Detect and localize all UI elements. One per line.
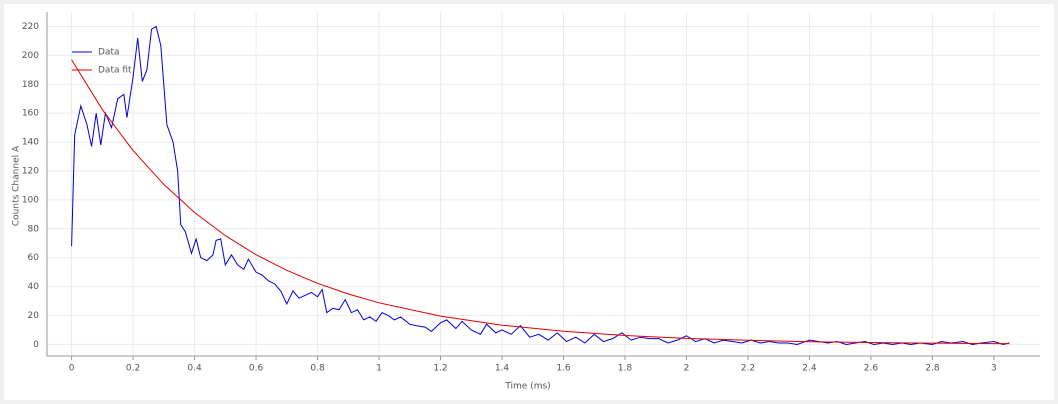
y-tick-label: 80	[28, 224, 40, 234]
legend-label: Data	[98, 48, 120, 58]
x-tick-label: 1.2	[433, 364, 447, 374]
x-tick-label: 3	[991, 364, 997, 374]
y-tick-label: 140	[22, 138, 39, 148]
x-tick-label: 2.2	[741, 364, 755, 374]
x-tick-label: 1.8	[618, 364, 633, 374]
x-tick-label: 0.4	[187, 364, 202, 374]
x-tick-label: 2.8	[925, 364, 940, 374]
y-tick-label: 220	[22, 22, 39, 32]
x-tick-label: 0.8	[310, 364, 325, 374]
x-tick-label: 1.4	[495, 364, 510, 374]
y-tick-label: 200	[22, 51, 39, 61]
y-tick-label: 20	[28, 311, 40, 321]
data-line	[71, 59, 1010, 345]
data-line	[71, 25, 1010, 345]
y-tick-label: 40	[28, 282, 40, 292]
y-tick-label: 0	[33, 340, 39, 350]
x-tick-label: 2.4	[802, 364, 817, 374]
x-tick-label: 2	[684, 364, 690, 374]
y-axis-label: Counts Channel A	[12, 145, 22, 226]
x-tick-label: 0.6	[249, 364, 264, 374]
legend-label: Data fit	[98, 66, 132, 76]
x-axis-label: Time (ms)	[504, 382, 550, 392]
x-tick-label: 1.6	[556, 364, 571, 374]
y-tick-label: 160	[22, 109, 39, 119]
x-tick-label: 2.6	[864, 364, 879, 374]
y-tick-label: 60	[28, 253, 40, 263]
y-tick-label: 120	[22, 166, 39, 176]
x-tick-label: 0.2	[126, 364, 140, 374]
x-tick-label: 0	[69, 364, 75, 374]
x-tick-label: 1	[376, 364, 382, 374]
y-tick-label: 100	[22, 195, 39, 205]
y-tick-label: 180	[22, 80, 39, 90]
plot-panel	[4, 4, 1054, 400]
